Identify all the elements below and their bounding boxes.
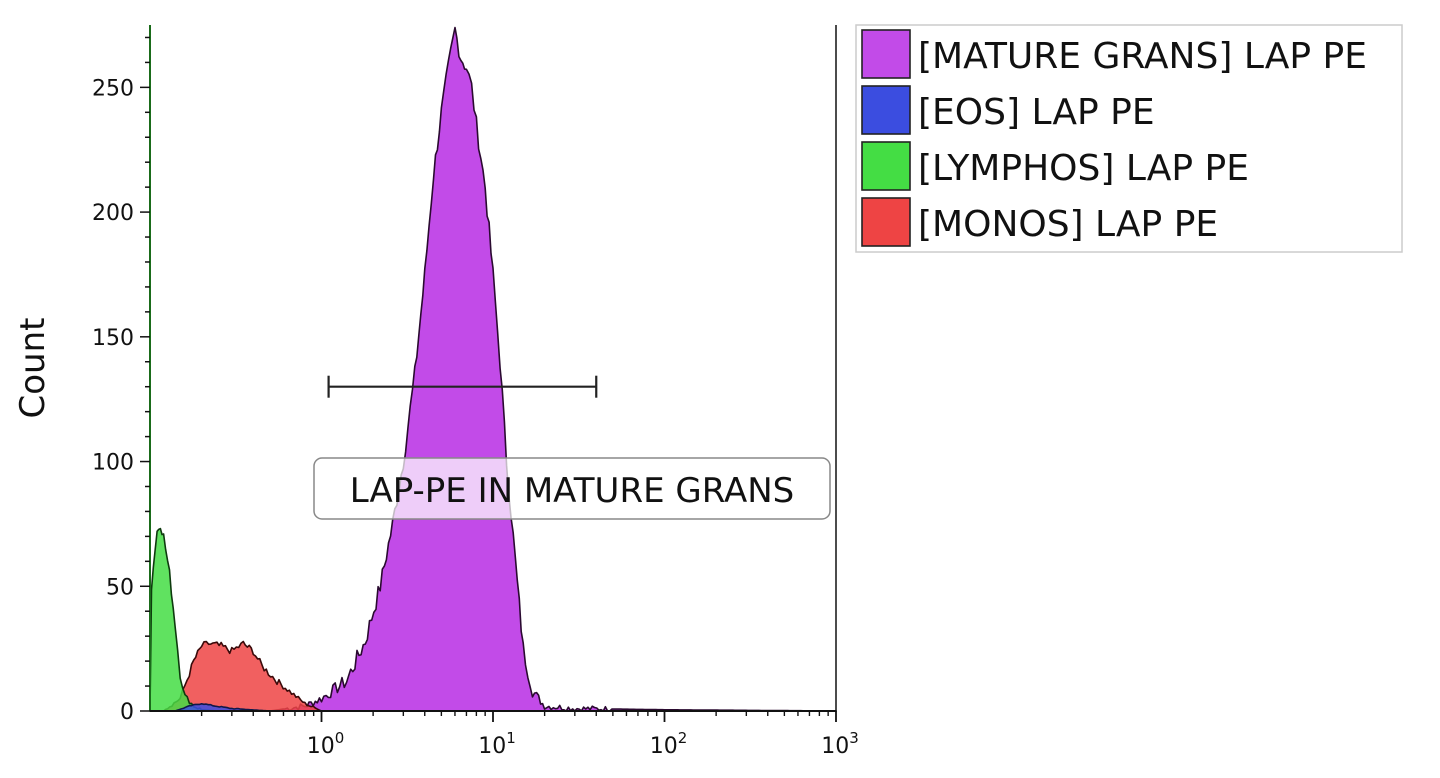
y-tick-label: 250 [92, 76, 134, 101]
gate-label: LAP-PE IN MATURE GRANS [350, 471, 794, 511]
x-tick-label: 100 [307, 729, 345, 759]
y-tick-label: 150 [92, 326, 134, 351]
legend-entry: [MATURE GRANS] LAP PE [918, 36, 1367, 77]
y-tick-label: 0 [120, 700, 134, 725]
x-tick-label: 103 [821, 729, 859, 759]
legend-swatch [861, 197, 911, 247]
x-tick-label: 101 [478, 729, 516, 759]
y-axis-label: Count [13, 318, 53, 419]
x-axis-ticks: 100 101 102 103 [200, 711, 859, 759]
legend-entry: [LYMPHOS] LAP PE [918, 148, 1249, 189]
legend-swatch [861, 85, 911, 135]
legend: [MATURE GRANS] LAP PE [EOS] LAP PE [LYMPHO… [855, 24, 1403, 253]
y-tick-label: 100 [92, 451, 134, 476]
legend-box [855, 24, 1403, 253]
legend-swatch [861, 141, 911, 191]
gate-label-box[interactable] [313, 457, 831, 520]
legend-entry: [EOS] LAP PE [918, 92, 1155, 133]
legend-entry: [MONOS] LAP PE [918, 204, 1218, 245]
gate[interactable]: LAP-PE IN MATURE GRANS [313, 375, 831, 520]
y-axis-ticks: 0 50 100 150 200 250 [92, 36, 150, 725]
y-tick-label: 200 [92, 201, 134, 226]
y-tick-label: 50 [106, 575, 134, 600]
legend-swatch [861, 29, 911, 79]
x-tick-label: 102 [650, 729, 688, 759]
